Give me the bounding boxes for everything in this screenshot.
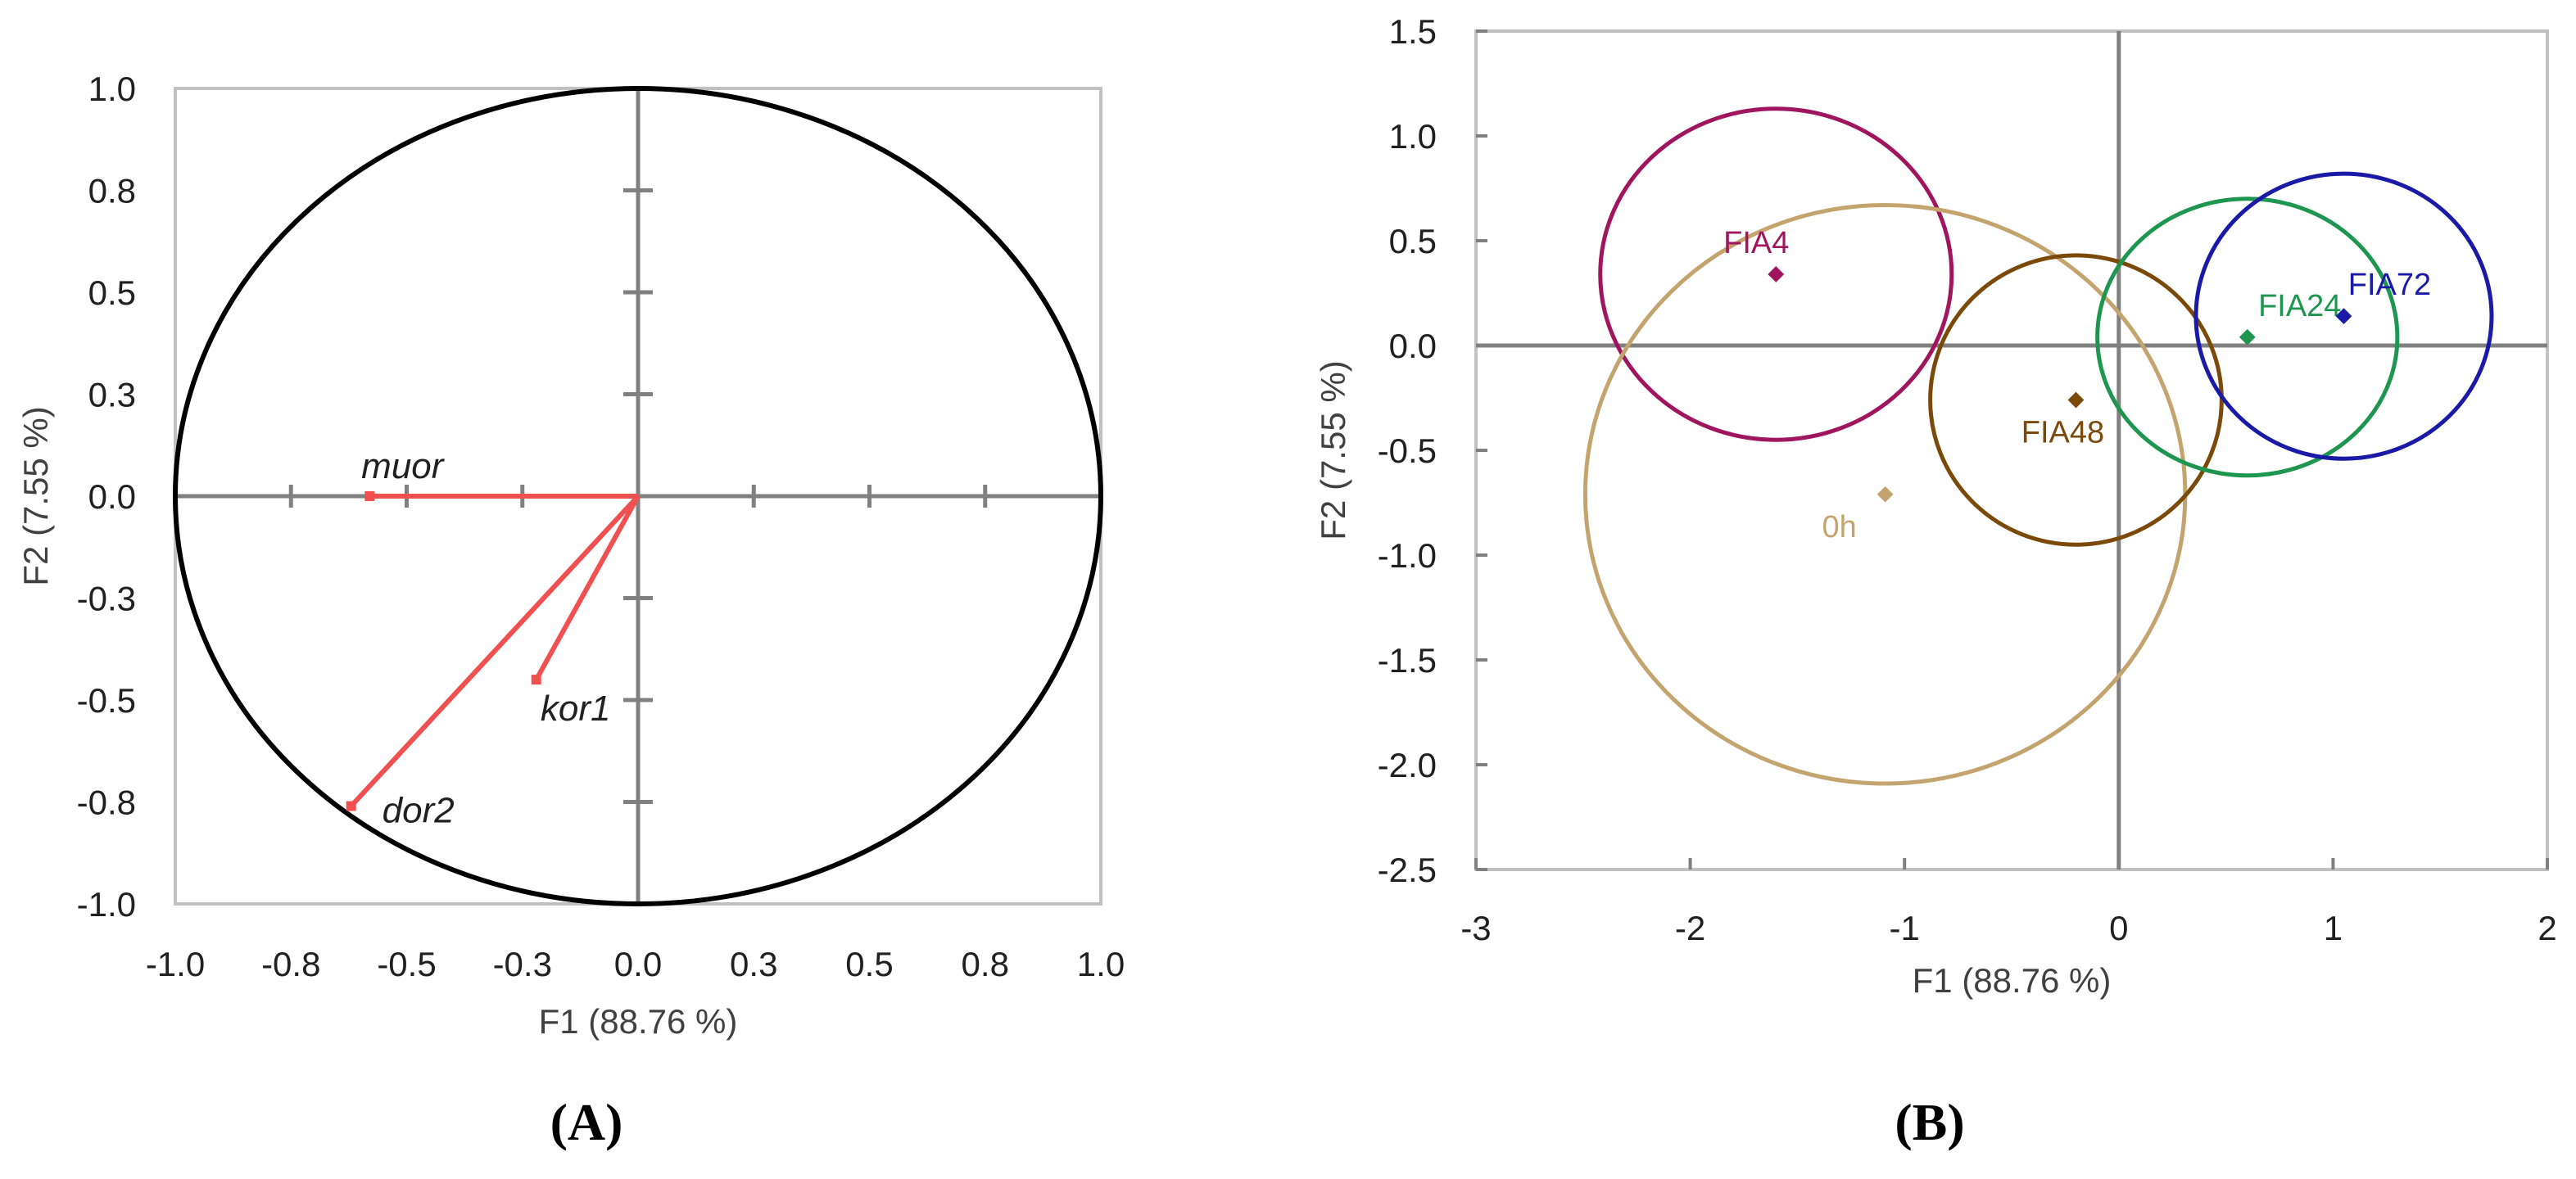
point-FIA48	[2067, 391, 2085, 409]
panel-a-x-axis-title: F1 (88.76 %)	[539, 1002, 738, 1041]
vector-endpoint-dor2	[346, 801, 356, 811]
vector-label-kor1: kor1	[541, 689, 611, 729]
panel-b-y-tick-label: -1.0	[1378, 536, 1437, 575]
panel-b-confidence-circles	[1582, 106, 2494, 786]
panel-a-unit-circle	[173, 86, 1103, 906]
vector-endpoint-muor	[364, 491, 375, 501]
point-label-FIA24: FIA24	[2258, 289, 2341, 323]
panel-a-y-tick-label: 0.0	[88, 477, 136, 516]
panel-a-y-tick-label: 0.8	[88, 172, 136, 210]
panel-b-y-tick-label: -0.5	[1378, 431, 1437, 470]
panel-a-y-axis-title: F2 (7.55 %)	[16, 406, 55, 585]
vector-endpoint-kor1	[531, 675, 541, 685]
panel-a-correlation-circle: muor kor1 dor2 -1.0 -0.8 -0.5 -0.3 0.0 0.3 0.5 0.…	[16, 70, 1125, 1151]
confidence-circle-FIA4	[1598, 106, 1954, 442]
panel-b-y-tick-label: -2.5	[1378, 851, 1437, 889]
panel-b-x-tick-label: 2	[2538, 909, 2556, 947]
point-label-FIA4: FIA4	[1723, 226, 1789, 260]
panel-a-x-tick-label: 0.5	[845, 945, 893, 983]
panel-b-y-axis-title: F2 (7.55 %)	[1314, 360, 1352, 540]
panel-a-x-tick-label: -0.5	[377, 945, 436, 983]
point-FIA72	[2335, 308, 2352, 325]
point-label-FIA72: FIA72	[2348, 268, 2431, 302]
panel-a-y-tick-label: -0.3	[77, 580, 136, 618]
panel-a-x-tick-label: 0.0	[614, 945, 662, 983]
panel-a-vectors: muor kor1 dor2	[346, 446, 641, 830]
panel-a-y-tick-label: 0.5	[88, 273, 136, 312]
panel-b-x-axis-title: F1 (88.76 %)	[1913, 961, 2112, 1000]
vector-label-muor: muor	[361, 446, 446, 486]
panel-a-y-tick-label: 1.0	[88, 70, 136, 108]
panel-a-x-tick-label: 1.0	[1077, 945, 1125, 983]
panel-b-plot-frame	[1474, 29, 2549, 871]
panel-b-y-tick-label: 1.0	[1389, 117, 1437, 156]
panel-a-y-tick-label: 0.3	[88, 376, 136, 414]
panel-b-y-tick-label: 0.5	[1389, 222, 1437, 260]
point-label-FIA48: FIA48	[2021, 416, 2104, 450]
unit-circle	[173, 86, 1103, 906]
point-FIA4	[1768, 266, 1785, 282]
panel-a-x-tick-label: -0.3	[493, 945, 552, 983]
panel-b-y-tick-label: -2.0	[1378, 746, 1437, 784]
panel-b-y-tick-label: 1.5	[1389, 12, 1437, 51]
panel-b-label: (B)	[1895, 1093, 1964, 1151]
panel-b-x-tick-label: -3	[1460, 909, 1491, 947]
panel-b-tick-labels: -3 -2 -1 0 1 2 -2.5 -2.0 -1.5 -1.0 -0.5 0.0 0.5 1.0 1.…	[1378, 12, 2557, 947]
panel-a-label: (A)	[550, 1093, 623, 1151]
panel-a-x-tick-label: 0.8	[962, 945, 1009, 983]
vector-kor1	[534, 495, 641, 681]
point-label-0h: 0h	[1822, 510, 1857, 544]
panel-a-y-tick-label: -0.5	[77, 681, 136, 720]
panel-b-y-tick-label: 0.0	[1389, 327, 1437, 365]
panel-a-y-tick-label: -0.8	[77, 784, 136, 822]
panel-b-y-tick-label: -1.5	[1378, 641, 1437, 680]
vector-dor2	[349, 494, 641, 808]
vector-label-dor2: dor2	[383, 790, 455, 830]
panel-a-y-tick-label: -1.0	[77, 885, 136, 924]
panel-b-x-tick-label: 0	[2109, 909, 2128, 947]
panel-b-axes	[1474, 29, 2549, 871]
panel-b-x-tick-label: 1	[2324, 909, 2343, 947]
panel-b-x-tick-label: -1	[1890, 909, 1920, 947]
panel-b-x-tick-label: -2	[1675, 909, 1705, 947]
confidence-circle-FIA72	[2193, 171, 2494, 461]
panel-a-tick-labels: -1.0 -0.8 -0.5 -0.3 0.0 0.3 0.5 0.8 1.0 -1.0 -0.8 -…	[77, 70, 1125, 983]
point-0h	[1877, 486, 1894, 503]
panel-a-x-tick-label: -0.8	[261, 945, 320, 983]
panel-a-x-tick-label: 0.3	[730, 945, 777, 983]
panel-a-x-tick-label: -1.0	[146, 945, 205, 983]
confidence-circle-FIA24	[2095, 196, 2400, 478]
point-FIA24	[2239, 328, 2256, 346]
